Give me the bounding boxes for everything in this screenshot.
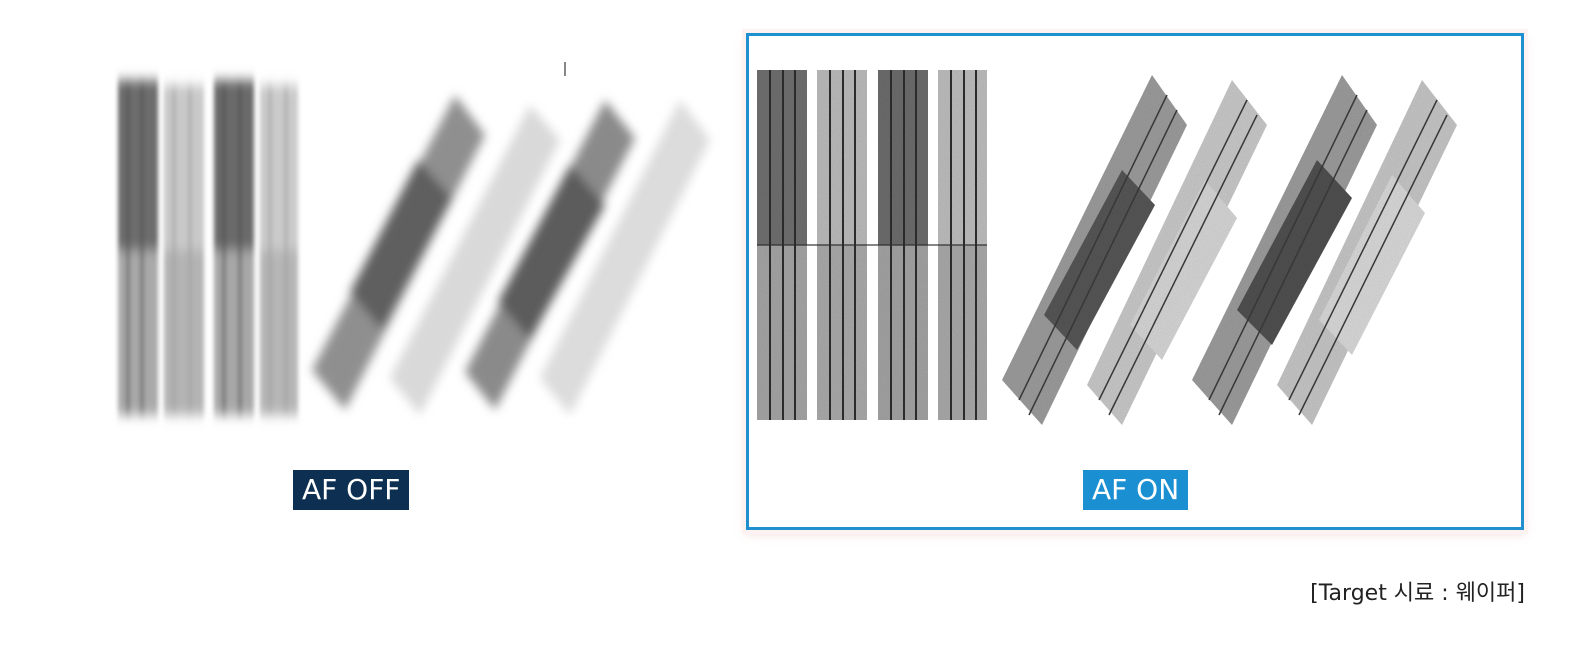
sample-caption: [Target 시료 : 웨이퍼] <box>1310 581 1525 606</box>
af-off-wafer-picture <box>118 62 710 415</box>
af-off-label: AF OFF <box>293 470 410 510</box>
af-off-image <box>100 40 720 520</box>
af-on-label: AF ON <box>1083 470 1189 510</box>
af-on-frame <box>746 33 1524 530</box>
af-on-wafer-picture <box>757 70 1457 425</box>
